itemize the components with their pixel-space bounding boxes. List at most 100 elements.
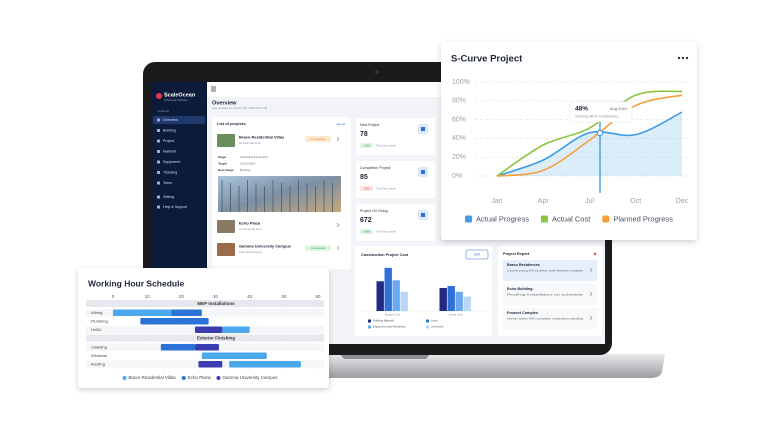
row-label: HVAC <box>91 327 102 332</box>
legend-label: Actual Progress <box>476 214 529 223</box>
nav-icon <box>157 160 160 164</box>
stat-icon-glyph <box>421 170 425 174</box>
status: Completed <box>311 246 326 250</box>
stat-icon-glyph <box>421 127 425 131</box>
tooltip-date: Aug 2024 <box>610 106 628 111</box>
x-tick-label: Jan <box>491 198 502 205</box>
stat-title: Completion Project <box>360 166 390 170</box>
y-tick-label: 100% <box>452 79 470 86</box>
gantt-bar <box>113 309 172 316</box>
x-tick-label: 60 <box>315 294 321 299</box>
project-name[interactable]: Gamma University Campus <box>239 244 292 249</box>
nav-item[interactable]: Project <box>163 139 174 143</box>
chevron[interactable] <box>589 267 593 273</box>
camera <box>375 70 379 74</box>
x-tick-label: Dec <box>676 198 689 205</box>
x-tick-label: Apr <box>538 198 550 205</box>
group-name: Exterior Finishing <box>197 335 236 340</box>
bar <box>455 291 463 311</box>
nav-icon <box>157 181 160 185</box>
series-line <box>496 94 683 177</box>
gantt-bar <box>195 326 223 333</box>
x-tick-label: 30 <box>213 294 219 299</box>
nav-item[interactable]: Setting <box>163 195 174 199</box>
stat-title: Project On Going <box>360 209 388 213</box>
chevron[interactable] <box>589 315 593 321</box>
status: In Progress <box>310 137 326 141</box>
project-thumb <box>217 243 235 256</box>
project-name[interactable]: Echo Plaza <box>239 221 261 226</box>
detail-value: 12/11/2024 <box>240 161 255 165</box>
legend-swatch <box>122 376 127 380</box>
project-thumb <box>217 134 235 147</box>
stat-title: New Project <box>360 123 379 127</box>
y-tick-label: 60% <box>452 116 466 123</box>
stat-note: Than last month <box>376 143 396 147</box>
row-label: Windows <box>91 353 107 358</box>
bar <box>376 281 384 311</box>
cost-button-label[interactable]: Edit <box>474 252 480 256</box>
legend-swatch <box>181 376 186 380</box>
nav-item[interactable]: Overview <box>163 118 178 122</box>
stat-value: 672 <box>360 217 372 224</box>
nav-item[interactable]: Ticketing <box>163 170 177 174</box>
tooltip <box>569 101 633 123</box>
nav-icon <box>157 150 160 153</box>
x-tick-label: 20 <box>179 294 185 299</box>
report-dot <box>593 252 597 256</box>
nav-item[interactable]: Help & Support <box>163 205 187 209</box>
chevron[interactable] <box>336 222 340 228</box>
status-badge <box>305 245 331 251</box>
card-title: List of projects <box>217 121 246 126</box>
menu-icon[interactable] <box>211 86 216 92</box>
logo <box>156 93 162 99</box>
project-location: Residential area <box>239 141 261 145</box>
card-menu[interactable] <box>677 56 689 60</box>
x-tick-label: Jul <box>585 198 594 205</box>
legend-swatch <box>426 319 429 323</box>
bar <box>447 286 455 311</box>
report-name: Fourect Complex <box>507 311 539 315</box>
see-all[interactable]: see all <box>336 122 345 126</box>
nav-item[interactable]: Building <box>163 128 176 132</box>
legend-swatch <box>368 319 371 323</box>
tagline: Construction Software <box>164 99 188 102</box>
legend-label: Building Material <box>373 319 394 323</box>
nav-icon <box>157 118 160 122</box>
nav-item[interactable]: Equipment <box>163 160 180 164</box>
gantt-bar <box>198 361 223 368</box>
report-name: Echo Building <box>507 287 533 291</box>
project-thumb <box>217 220 235 233</box>
x-tick-label: 40 <box>247 294 253 299</box>
cost-button[interactable] <box>465 249 489 260</box>
nav-item[interactable]: Team <box>163 181 172 185</box>
report-name: Bravo Residences <box>507 263 540 267</box>
report-item[interactable] <box>503 308 597 329</box>
chevron[interactable] <box>589 291 593 297</box>
stat-change: -5% <box>364 186 369 190</box>
nav-item[interactable]: Material <box>163 149 176 153</box>
report-item[interactable] <box>503 284 597 305</box>
legend-swatch <box>368 325 371 329</box>
project-name[interactable]: Bravo Residential Villas <box>239 135 285 140</box>
gantt-bar <box>160 344 195 351</box>
chevron[interactable] <box>336 245 340 251</box>
nav-icon <box>157 171 160 174</box>
detail-label: Target <box>218 161 227 165</box>
project-location: Commercial area <box>239 227 262 231</box>
group-header <box>86 334 324 342</box>
legend-label: Equipment and Machinery <box>373 325 406 329</box>
cost-title: Construction Project Cost <box>361 253 409 257</box>
group-name: MEP Installations <box>197 301 235 306</box>
report-item[interactable] <box>503 260 597 281</box>
x-tick-label: 0 <box>112 294 115 299</box>
row-bg <box>86 309 324 317</box>
chevron[interactable] <box>336 136 340 142</box>
gantt-bar <box>195 344 219 351</box>
project-photo <box>218 176 341 212</box>
laptop-notch <box>340 354 430 359</box>
legend-label: Echo Plaza <box>188 375 211 380</box>
section-label: Contents <box>157 109 170 113</box>
